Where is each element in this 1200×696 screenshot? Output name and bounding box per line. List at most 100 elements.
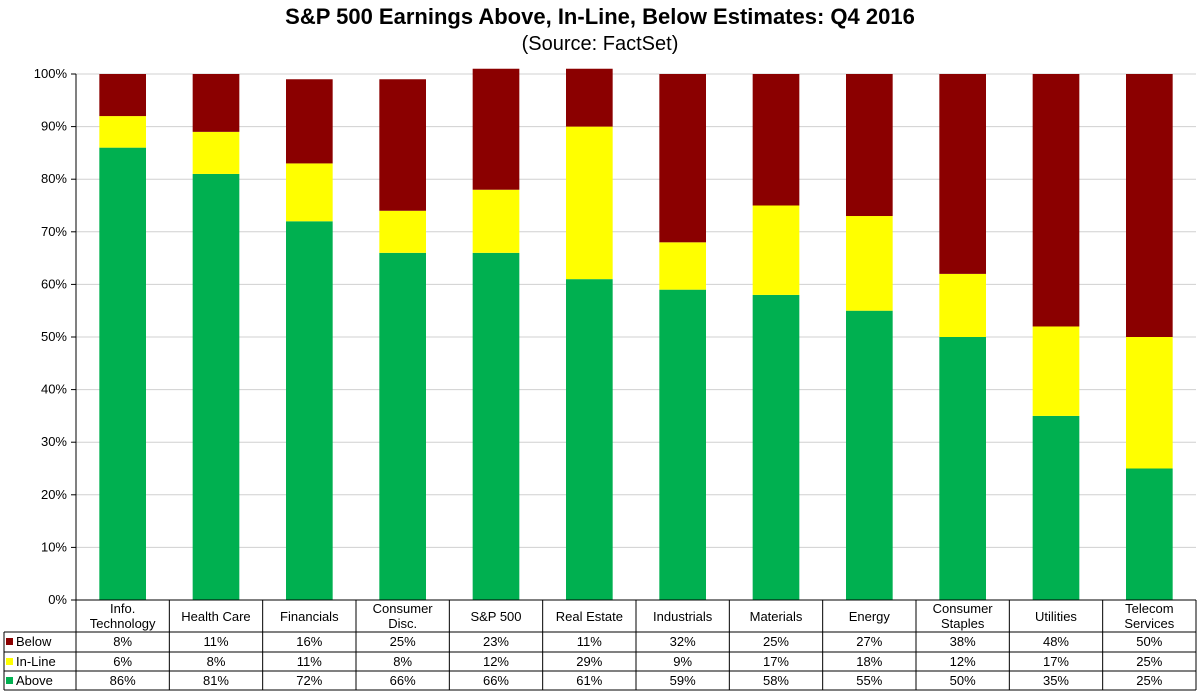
y-tick-label: 10% [41,539,67,554]
data-label: 8% [113,634,133,649]
data-label: 8% [393,654,413,669]
data-label: 25% [762,634,789,649]
legend-label: Above [16,673,53,688]
bar-above [286,221,333,600]
bar-above [939,337,986,600]
bar-above [379,252,426,600]
chart-subtitle: (Source: FactSet) [521,33,679,55]
y-tick-label: 20% [41,487,67,502]
category-label: Industrials [653,608,713,624]
data-label: 9% [673,654,693,669]
bar-above [659,289,706,600]
bar-in-line [99,116,146,148]
data-label: 27% [856,634,883,649]
data-label: 16% [296,634,323,649]
data-label: 50% [1136,634,1163,649]
bar-above [472,252,520,600]
bar-in-line [566,126,613,280]
legend-swatch [6,677,13,684]
bar-below [659,74,706,243]
category-label: S&P 500 [470,608,522,624]
y-tick-label: 60% [41,276,67,291]
y-tick-label: 80% [41,171,67,186]
bar-above [192,173,240,600]
category-label: Energy [848,608,890,624]
bar-below [939,74,986,274]
data-label: 86% [109,673,136,688]
data-label: 25% [1136,654,1163,669]
y-tick-label: 50% [41,329,67,344]
y-tick-label: 90% [41,119,67,134]
data-label: 66% [389,673,416,688]
data-label: 50% [949,673,976,688]
bar-below [1032,74,1080,327]
chart-title: S&P 500 Earnings Above, In-Line, Below E… [285,4,915,29]
y-tick-label: 0% [48,592,67,607]
bar-in-line [472,189,520,253]
data-label: 17% [1042,654,1069,669]
data-label: 8% [206,654,226,669]
data-label: 12% [482,654,509,669]
data-label: 25% [1136,673,1163,688]
bar-below [566,68,613,127]
data-label: 66% [482,673,509,688]
bar-above [566,279,613,600]
data-label: 29% [576,654,603,669]
category-label: Consumer Staples [932,601,993,631]
legend-swatch [6,658,13,665]
bar-below [192,74,240,132]
bar-below [846,74,893,217]
y-tick-label: 70% [41,224,67,239]
data-label: 25% [389,634,416,649]
category-label: Utilities [1035,608,1077,624]
bar-below [99,74,146,117]
category-label: Real Estate [555,608,623,624]
bar-below [379,79,426,211]
category-label: Materials [749,608,803,624]
category-label: Health Care [181,608,251,624]
category-label: Telecom Services [1124,601,1175,631]
bar-below [1126,74,1173,337]
bar-above [846,310,893,600]
bar-in-line [379,210,426,253]
data-label: 59% [669,673,696,688]
legend-label: In-Line [16,654,56,669]
data-label: 48% [1042,634,1069,649]
y-tick-label: 40% [41,382,67,397]
category-label: Info. Technology [89,601,156,631]
legend-row-label: Above [6,671,70,690]
bar-above [1126,468,1173,600]
bar-below [472,68,520,190]
bar-below [286,79,333,164]
bar-in-line [846,216,893,311]
bar-in-line [752,205,800,295]
bar-in-line [939,273,986,337]
data-label: 55% [856,673,883,688]
data-label: 81% [202,673,229,688]
bar-in-line [1032,326,1080,416]
bar-in-line [659,242,706,290]
data-label: 32% [669,634,696,649]
data-label: 61% [576,673,603,688]
y-tick-label: 100% [34,66,68,81]
legend-row-label: Below [6,632,70,651]
bar-below [752,74,800,206]
data-label: 58% [762,673,789,688]
legend-label: Below [16,634,52,649]
bar-above [99,147,146,600]
data-label: 23% [482,634,509,649]
data-label: 17% [762,654,789,669]
data-label: 72% [296,673,323,688]
category-label: Consumer Disc. [372,601,433,631]
bar-in-line [1126,337,1173,469]
data-label: 11% [203,634,229,649]
data-label: 35% [1042,673,1069,688]
data-label: 12% [949,654,976,669]
bar-above [1032,415,1080,600]
data-label: 38% [949,634,976,649]
data-label: 11% [576,634,602,649]
data-label: 18% [856,654,883,669]
bar-above [752,294,800,600]
bar-in-line [192,131,240,174]
